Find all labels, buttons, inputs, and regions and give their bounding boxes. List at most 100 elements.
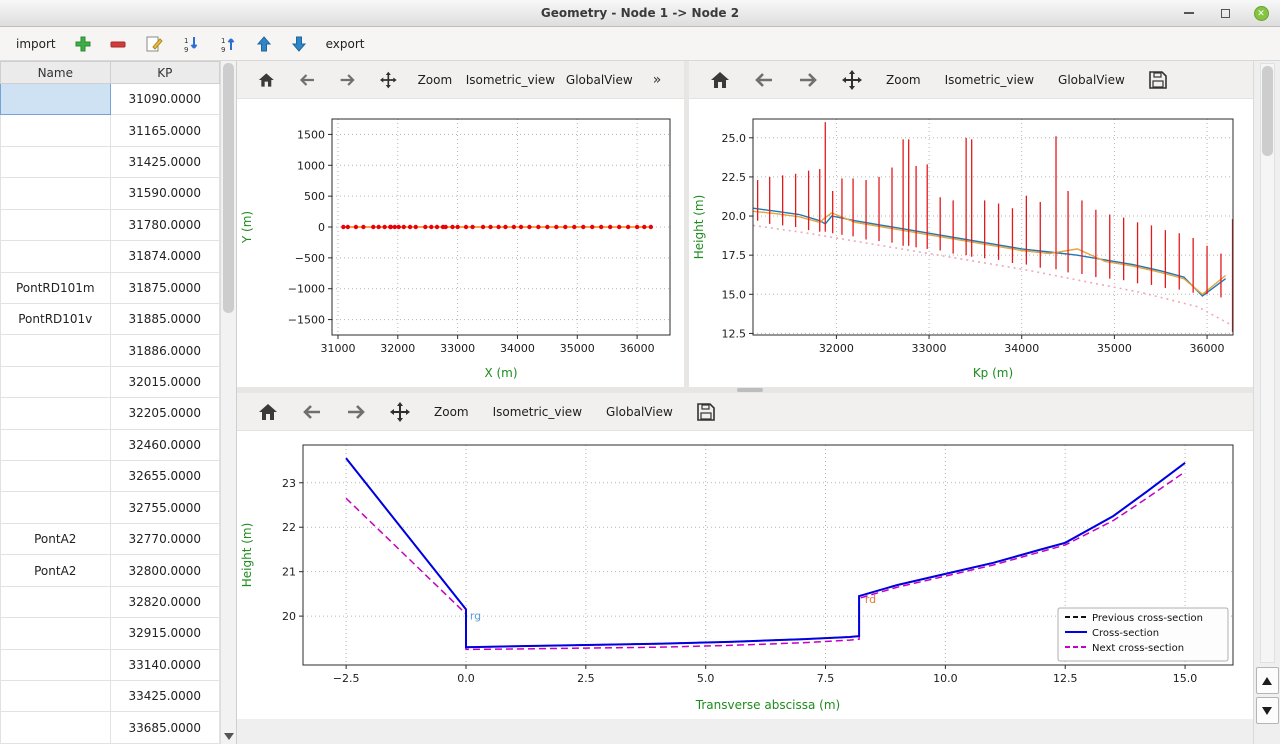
zoom-button[interactable]: Zoom — [877, 65, 930, 95]
splitter-grip[interactable] — [737, 388, 763, 392]
plan-view-chart[interactable]: 31000 32000 33000 34000 35000 36000 −1500 −1000… — [237, 99, 684, 387]
cell-name[interactable] — [0, 145, 111, 179]
horizontal-splitter[interactable] — [237, 387, 1253, 393]
cell-kp[interactable]: 32015.0000 — [109, 365, 221, 399]
cell-name[interactable] — [0, 585, 111, 619]
cell-name[interactable] — [0, 617, 111, 650]
vertical-scrollbar-thumb[interactable] — [1261, 66, 1273, 156]
table-row[interactable]: 33685.0000 — [0, 711, 221, 744]
cell-name[interactable]: PontA2 — [0, 522, 111, 556]
cell-name[interactable] — [0, 365, 111, 399]
cell-name[interactable] — [0, 82, 111, 116]
cell-kp[interactable]: 31090.0000 — [109, 82, 221, 116]
cell-kp[interactable]: 32755.0000 — [109, 491, 221, 524]
cell-kp[interactable]: 33685.0000 — [109, 711, 221, 744]
pan-button[interactable] — [833, 65, 871, 95]
forward-button[interactable] — [789, 65, 827, 95]
add-row-button[interactable] — [69, 31, 97, 57]
cell-kp[interactable]: 31885.0000 — [109, 302, 221, 336]
minimize-button[interactable] — [1180, 4, 1198, 22]
move-down-button[interactable] — [285, 31, 313, 57]
table-scrollbar[interactable] — [220, 61, 236, 744]
cell-name[interactable] — [0, 491, 111, 524]
vertical-scrollbar[interactable] — [1259, 63, 1275, 663]
table-row[interactable]: 31090.0000 — [0, 82, 221, 116]
back-button[interactable] — [290, 65, 325, 95]
import-button[interactable]: import — [10, 31, 62, 57]
column-header-kp[interactable]: KP — [109, 61, 221, 84]
forward-button[interactable] — [330, 65, 365, 95]
global-view-button[interactable]: GlobalView — [1049, 65, 1134, 95]
table-row[interactable]: 32915.0000 — [0, 617, 221, 650]
table-row[interactable]: 31886.0000 — [0, 334, 221, 367]
table-row[interactable]: 32015.0000 — [0, 365, 221, 399]
cell-kp[interactable]: 31590.0000 — [109, 177, 221, 210]
scroll-up-button[interactable] — [1255, 667, 1279, 694]
cell-kp[interactable]: 32800.0000 — [109, 554, 221, 587]
cell-name[interactable] — [0, 711, 111, 744]
scroll-down-button[interactable] — [1255, 697, 1279, 724]
save-button[interactable] — [1140, 65, 1176, 95]
table-row[interactable]: 31425.0000 — [0, 145, 221, 179]
cell-name[interactable] — [0, 680, 111, 713]
cell-kp[interactable]: 31874.0000 — [109, 240, 221, 273]
save-button[interactable] — [688, 397, 724, 427]
close-button[interactable]: ✕ — [1252, 4, 1270, 22]
vertical-splitter[interactable] — [684, 61, 689, 387]
cell-kp[interactable]: 32820.0000 — [109, 585, 221, 619]
global-view-button[interactable]: GlobalView — [597, 397, 682, 427]
cell-name[interactable]: PontRD101m — [0, 271, 111, 304]
cell-name[interactable] — [0, 208, 111, 242]
cell-name[interactable] — [0, 428, 111, 462]
table-row[interactable]: 32205.0000 — [0, 397, 221, 430]
table-row[interactable]: 32655.0000 — [0, 460, 221, 493]
cell-kp[interactable]: 32460.0000 — [109, 428, 221, 462]
zoom-button[interactable]: Zoom — [425, 397, 478, 427]
cell-kp[interactable]: 32205.0000 — [109, 397, 221, 430]
cell-kp[interactable]: 31425.0000 — [109, 145, 221, 179]
remove-row-button[interactable] — [104, 31, 132, 57]
move-up-button[interactable] — [250, 31, 278, 57]
longitudinal-profile-figure[interactable]: 32000 33000 34000 35000 36000 12.5 15.0 17.5 20.… — [689, 99, 1252, 387]
cell-kp[interactable]: 33425.0000 — [109, 680, 221, 713]
global-view-button[interactable]: GlobalView — [563, 65, 636, 95]
titlebar[interactable]: Geometry - Node 1 -> Node 2 ✕ — [0, 0, 1280, 27]
pan-button[interactable] — [371, 65, 406, 95]
cell-name[interactable] — [0, 460, 111, 493]
cross-section-figure[interactable]: −2.5 0.0 2.5 5.0 7.5 10.0 12.5 15.0 20 21 22 23 Tran… — [237, 431, 1252, 719]
table-row[interactable]: 31874.0000 — [0, 240, 221, 273]
home-button[interactable] — [249, 65, 284, 95]
cell-kp[interactable]: 31780.0000 — [109, 208, 221, 242]
table-row[interactable]: 32460.0000 — [0, 428, 221, 462]
cell-name[interactable]: PontA2 — [0, 554, 111, 587]
table-row[interactable]: PontA2 32770.0000 — [0, 522, 221, 556]
cell-name[interactable] — [0, 397, 111, 430]
table-row[interactable]: 31780.0000 — [0, 208, 221, 242]
cell-name[interactable] — [0, 114, 111, 147]
cross-section-chart[interactable]: −2.5 0.0 2.5 5.0 7.5 10.0 12.5 15.0 20 21 22 23 Tran… — [237, 431, 1253, 719]
cell-kp[interactable]: 31886.0000 — [109, 334, 221, 367]
kp-table[interactable]: Name KP 31090.0000 31165.0000 31425.0000 31… — [0, 61, 221, 744]
home-button[interactable] — [701, 65, 739, 95]
isometric-view-button[interactable]: Isometric_view — [484, 397, 591, 427]
cell-kp[interactable]: 33140.0000 — [109, 648, 221, 682]
isometric-view-button[interactable]: Isometric_view — [464, 65, 556, 95]
table-row[interactable]: 33140.0000 — [0, 648, 221, 682]
table-row[interactable]: PontRD101v 31885.0000 — [0, 302, 221, 336]
table-row[interactable]: 31165.0000 — [0, 114, 221, 147]
plan-view-figure[interactable]: 31000 32000 33000 34000 35000 36000 −1500 −1000… — [237, 99, 684, 387]
cell-kp[interactable]: 32655.0000 — [109, 460, 221, 493]
cell-kp[interactable]: 32915.0000 — [109, 617, 221, 650]
export-button[interactable]: export — [320, 31, 371, 57]
table-row[interactable]: PontA2 32800.0000 — [0, 554, 221, 587]
back-button[interactable] — [745, 65, 783, 95]
column-header-name[interactable]: Name — [0, 61, 111, 84]
maximize-button[interactable] — [1216, 4, 1234, 22]
table-row[interactable]: 32755.0000 — [0, 491, 221, 524]
back-button[interactable] — [293, 397, 331, 427]
cell-name[interactable]: PontRD101v — [0, 302, 111, 336]
cell-kp[interactable]: 32770.0000 — [109, 522, 221, 556]
forward-button[interactable] — [337, 397, 375, 427]
